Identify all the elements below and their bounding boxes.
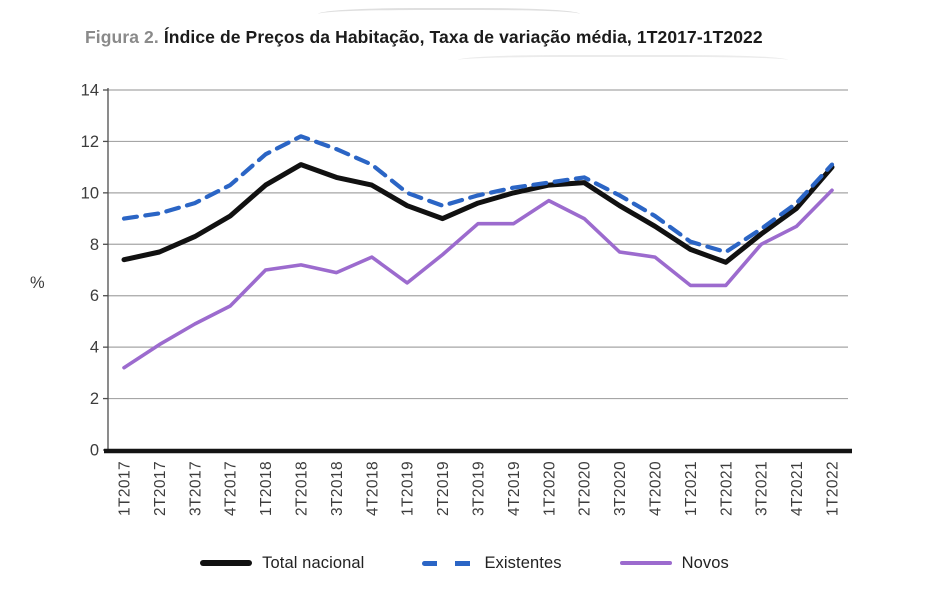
x-tick-label: 4T2017	[223, 461, 240, 516]
x-tick-label: 2T2019	[435, 461, 452, 516]
x-tick-label: 3T2017	[187, 461, 204, 516]
y-tick-label: 2	[90, 390, 99, 408]
legend-line-sample-existentes	[422, 560, 475, 566]
legend-item-total-nacional: Total nacional	[200, 554, 364, 573]
x-tick-label: 4T2020	[648, 461, 665, 516]
y-axis-unit-label: %	[30, 274, 45, 292]
legend-line-sample-total-nacional	[200, 560, 253, 566]
chart-legend: Total nacional Existentes Novos	[0, 546, 929, 580]
legend-item-novos: Novos	[619, 553, 729, 573]
x-tick-label: 1T2022	[825, 461, 842, 516]
x-tick-label: 1T2019	[400, 461, 417, 516]
x-tick-label: 2T2018	[294, 461, 311, 516]
x-tick-label: 1T2018	[258, 461, 275, 516]
series-line-existentes	[121, 134, 835, 255]
y-tick-label: 0	[90, 442, 99, 460]
y-tick-label: 10	[81, 184, 99, 202]
figure-title: Figura 2. Índice de Preços da Habitação, …	[85, 27, 763, 48]
y-tick-label: 14	[81, 82, 99, 100]
x-tick-label: 4T2021	[789, 461, 806, 516]
series-line-total-nacional	[121, 162, 835, 265]
x-tick-label: 1T2021	[683, 461, 700, 516]
y-tick-label: 8	[90, 236, 99, 254]
legend-label-total-nacional: Total nacional	[262, 553, 365, 572]
scan-artifact	[458, 55, 788, 65]
legend-label-novos: Novos	[681, 553, 729, 572]
scan-artifact	[318, 8, 580, 20]
legend-item-existentes: Existentes	[422, 554, 561, 573]
x-tick-label: 4T2018	[364, 461, 381, 516]
x-tick-label: 3T2020	[612, 461, 629, 516]
x-tick-label: 3T2018	[329, 461, 346, 516]
x-tick-label: 2T2020	[577, 461, 594, 516]
x-tick-label: 1T2020	[541, 461, 558, 516]
x-tick-label: 1T2017	[117, 461, 134, 516]
figure-title-text: Índice de Preços da Habitação, Taxa de v…	[163, 27, 763, 47]
x-tick-label: 2T2017	[152, 461, 169, 516]
x-tick-label: 3T2019	[471, 461, 488, 516]
y-tick-label: 4	[90, 339, 99, 357]
x-tick-label: 2T2021	[718, 461, 735, 516]
figure-number: Figura 2.	[85, 27, 159, 47]
y-tick-label: 6	[90, 287, 99, 305]
legend-line-sample-novos	[619, 561, 672, 565]
series-line-novos	[122, 188, 834, 370]
legend-label-existentes: Existentes	[484, 553, 562, 572]
x-tick-label: 3T2021	[754, 461, 771, 516]
x-tick-label: 4T2019	[506, 461, 523, 516]
y-tick-label: 12	[81, 133, 99, 151]
